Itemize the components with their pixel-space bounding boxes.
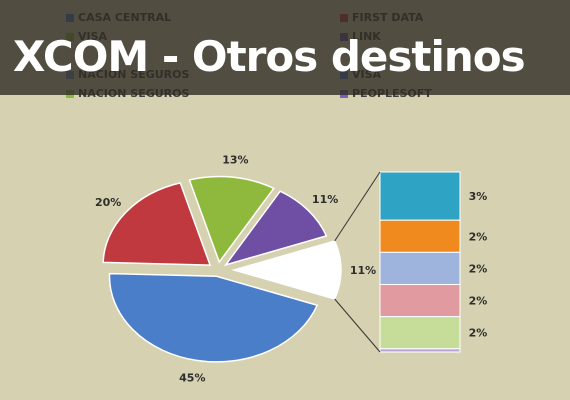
bar-segment (379, 316, 461, 350)
chart-title: XCOM - Otros destinos (13, 32, 526, 81)
bar-segment (379, 284, 461, 318)
title-band (0, 0, 570, 95)
pie-slice (223, 190, 328, 267)
bar-segment (379, 251, 461, 286)
connector-line (334, 171, 381, 242)
bar-segment-label: 2% (469, 262, 488, 275)
pie-slice (188, 175, 275, 264)
connector-line (334, 298, 381, 353)
bar-segment (379, 219, 461, 253)
bar-segment (379, 171, 461, 221)
bar-segment-label: 3% (469, 190, 488, 203)
pie-slice (108, 272, 319, 363)
slice-label: 11% (350, 264, 376, 277)
pie-slice (102, 182, 212, 266)
slice-label: 13% (222, 154, 248, 167)
bar-segment-label: 2% (469, 327, 488, 340)
pie-slice (231, 240, 342, 300)
bar-segment-label: 2% (469, 230, 488, 243)
slice-label: 20% (95, 196, 121, 209)
slice-label: 45% (179, 372, 205, 385)
slice-label: 11% (312, 193, 338, 206)
bar-segment (379, 348, 461, 353)
bar-segment-label: 2% (469, 295, 488, 308)
